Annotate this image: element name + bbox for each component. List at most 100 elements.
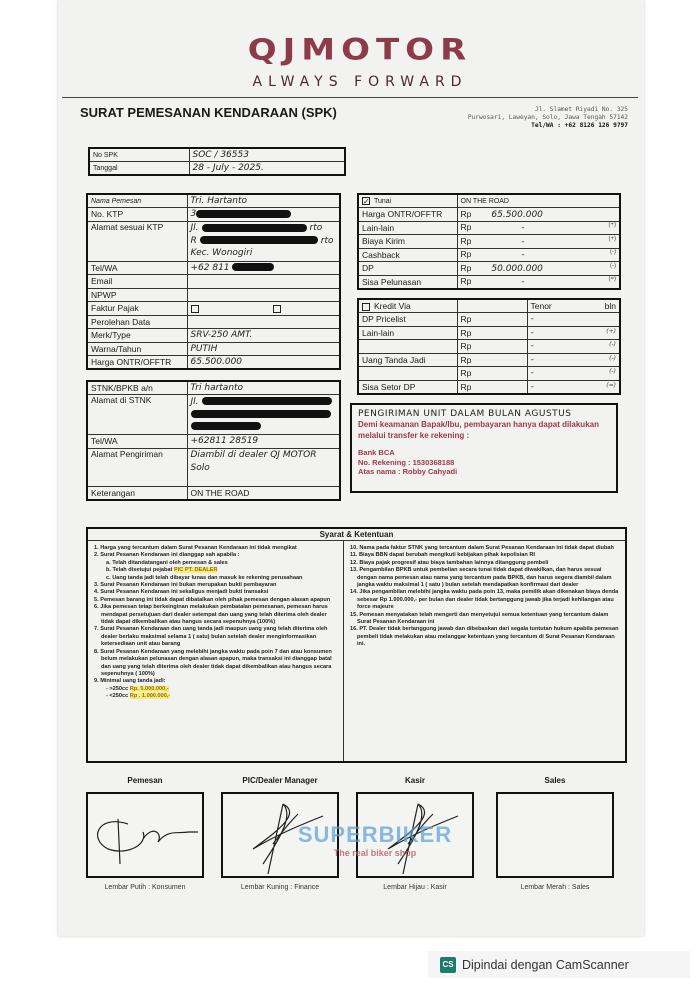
harga-value: 65.500.000 — [186, 355, 341, 370]
copy-caption: Lembar Putih : Konsumen — [104, 884, 186, 891]
copy-caption: Lembar Kuning : Finance — [240, 884, 320, 891]
terms-title: Syarat & Ketentuan — [88, 529, 625, 541]
redaction — [190, 409, 331, 418]
currency: Rp — [456, 366, 528, 381]
row-label: Sisa Setor DP — [357, 379, 458, 394]
checkbox[interactable] — [272, 305, 281, 313]
tel-value: +62 811 — [186, 260, 341, 275]
signature-box — [356, 792, 474, 878]
spk-label: No SPK — [88, 147, 190, 162]
row-value: - (=) — [526, 379, 621, 394]
row-value: - (-) — [526, 339, 621, 354]
term-item: 16. PT. Dealer tidak bertanggung jawab d… — [350, 626, 619, 648]
row-label — [357, 366, 458, 381]
ktp-visible: 3 — [190, 209, 197, 220]
notice-message: Demi keamanan Bapak/Ibu, pembayaran hany… — [358, 420, 599, 440]
row-value: Rp - (-) — [456, 247, 621, 262]
tenor-cell: Tenor bln — [526, 298, 621, 313]
cash-header: ON THE ROAD — [456, 193, 621, 208]
currency: Rp — [456, 312, 528, 327]
row-label: Lain-lain — [357, 220, 458, 235]
row-label: Harga ONTR/OFFTR — [357, 207, 458, 222]
npwp-label: NPWP — [86, 287, 188, 302]
row-value: Rp - (+) — [456, 220, 621, 235]
operator: (+) — [606, 327, 616, 335]
scanner-footer: CS Dipindai dengan CamScanner — [428, 951, 690, 978]
customer-name: Tri. Hartanto — [186, 193, 341, 208]
table-row: DP Pricelist Rp - — [357, 312, 621, 327]
checkbox[interactable] — [190, 305, 199, 313]
currency: Rp — [460, 249, 472, 260]
table-row: No SPK SOC / 36553 — [88, 147, 346, 162]
terms-divider — [343, 541, 344, 761]
address-phone: Tel/WA : +62 8126 126 9797 — [531, 122, 628, 129]
currency: Rp — [460, 276, 472, 286]
term-item: 13. Pengambilan BPKB untuk pembelian sec… — [350, 567, 612, 589]
term-item: 1. Harga yang tercantum dalam Surat Pesa… — [94, 545, 297, 551]
row-value: Rp 50.000.000 (-) — [456, 261, 621, 276]
amount: - — [521, 236, 525, 247]
table-row: Sisa Pelunasan Rp - (=) — [357, 274, 621, 289]
row-value: Rp - (=) — [456, 274, 621, 289]
row-label: DP Pricelist — [357, 312, 458, 327]
logo-tagline: ALWAYS FORWARD — [252, 74, 468, 90]
amount: - — [530, 368, 534, 379]
row-label: Sisa Pelunasan — [357, 274, 458, 289]
address-line: Jl. — [190, 223, 199, 234]
term-item: 2. Surat Pesanan Kendaraan ini dianggap … — [94, 552, 240, 559]
dealer-stamp-slogan: The real biker shop — [333, 848, 417, 858]
merk-value: SRV-250 AMT. — [186, 328, 341, 343]
tenor-label: Tenor — [530, 301, 552, 311]
address-line: Kec. Wonogiri — [190, 248, 253, 259]
term-item: 4. Surat Pesanan Kendaraan ini sekaligus… — [94, 589, 269, 596]
currency: Rp — [460, 235, 472, 246]
signature-box — [86, 792, 204, 878]
warna-value: PUTIH — [186, 341, 341, 356]
bank-name: Bank BCA — [358, 448, 395, 457]
operator: (-) — [610, 249, 616, 256]
operator: (-) — [609, 341, 616, 349]
currency: Rp — [460, 222, 472, 233]
cash-payment-table: ✓ Tunai ON THE ROAD Harga ONTR/OFFTR Rp 65.5… — [357, 193, 621, 290]
amount: - — [530, 381, 534, 392]
term-item: 7. Surat Pesanan Kendaraan dan uang tand… — [94, 626, 328, 648]
check-icon[interactable]: ✓ — [362, 197, 370, 206]
tenor-unit: bln — [604, 301, 616, 311]
ktp-label: No. KTP — [86, 207, 188, 222]
term-item: 11. Biaya BBN dapat berubah mengikuti ke… — [350, 552, 535, 559]
redaction — [199, 236, 318, 245]
tel-label: Tel/WA — [86, 260, 188, 275]
operator: (=) — [606, 381, 616, 389]
redaction — [196, 209, 292, 218]
term-item: 15. Pemesan menyatakan telah mengerti da… — [350, 611, 609, 626]
credit-option[interactable]: Kredit Via — [357, 298, 458, 313]
handwritten-note: PENGIRIMAN UNIT DALAM BULAN AGUSTUS — [358, 409, 572, 419]
operator: (-) — [609, 368, 616, 376]
stnk-table: STNK/BPKB a/n Tri hartanto Alamat di STNK… — [86, 380, 341, 501]
note-label: Keterangan — [86, 485, 188, 500]
amount: - — [530, 314, 534, 325]
signature-label: Kasir — [404, 776, 425, 785]
delivery-label: Alamat Pengiriman — [86, 447, 188, 487]
table-row: Lain-lain Rp - (+) — [357, 220, 621, 235]
cash-option[interactable]: ✓ Tunai — [357, 193, 458, 208]
term-text: - <250cc — [106, 693, 130, 700]
term-item: 10. Nama pada faktur STNK yang tercantum… — [350, 545, 614, 551]
checkbox[interactable] — [362, 302, 370, 311]
signature-label: Sales — [544, 776, 566, 785]
address-tail: rto — [309, 223, 323, 234]
highlight: Rp . 1.000.000,- — [129, 693, 171, 700]
account-number: No. Rekening : 1530368188 — [358, 457, 455, 467]
table-row: Rp - (-) — [357, 366, 621, 381]
customer-table: Nama Pemesan Tri. Hartanto No. KTP 3 Alama… — [86, 193, 341, 370]
copy-caption: Lembar Hijau : Kasir — [383, 884, 447, 891]
stnk-name: Tri hartanto — [186, 380, 341, 395]
currency: Rp — [460, 208, 472, 219]
faktur-label: Faktur Pajak — [86, 301, 188, 316]
npwp-value — [186, 287, 341, 302]
amount: 50.000.000 — [491, 263, 543, 274]
table-row: Uang Tanda Jadi Rp - (-) — [357, 352, 621, 367]
term-item: - >250cc Rp. 5.000.000,- — [94, 685, 336, 693]
terms-box: Syarat & Ketentuan 1. Harga yang tercant… — [86, 527, 627, 763]
operator: (+) — [608, 222, 617, 229]
